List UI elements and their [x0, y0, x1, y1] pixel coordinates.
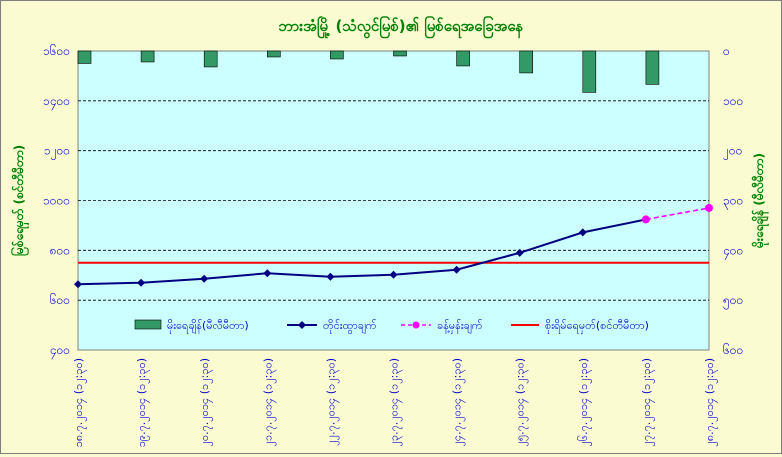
y-left-axis-title: မြစ်ရေမှတ် (စင်တီမီတာ) [9, 145, 30, 256]
x-tick-label: ၂၈.၇.၂၀၁၄ (၁၂:၃၀) [703, 358, 718, 447]
y-right-tick-label: ၃၀၀ [723, 194, 743, 211]
measured-point [515, 248, 524, 257]
y-right-tick-label: ၁၀၀ [723, 94, 743, 108]
x-tick-label: ၂၃.၇.၂၀၁၄ (၁၂:၃၀) [388, 358, 403, 447]
measured-line [77, 218, 647, 286]
rainfall-bar [393, 50, 407, 57]
rainfall-bar [266, 50, 281, 58]
legend-rainfall-swatch [134, 319, 162, 330]
measured-point [137, 278, 146, 287]
y-left-tick-label: ၁၀၀၀ [43, 194, 70, 208]
x-tick-label: ၂၇.၇.၂၀၁၄ (၁၂:၃၀) [640, 358, 655, 447]
rainfall-bar [77, 50, 92, 64]
y-left-tick-label: ၄၀၀ [50, 343, 70, 360]
y-left-tick-label: ၁၄၀၀ [43, 94, 70, 111]
y-right-tick-label: ၂၀၀ [723, 144, 742, 161]
legend-forecast-label: ခန့်မှန်းချက် [437, 319, 483, 334]
measured-point [200, 274, 209, 283]
legend-measured-label: တိုင်းထွာချက် [323, 319, 377, 334]
y-left-tick-label: ၁၆၀၀ [43, 43, 70, 58]
rainfall-bar [140, 50, 155, 63]
measured-point [389, 270, 398, 279]
x-tick-label: ၂၀.၇.၂၀၁၄ (၁၂:၃၀) [198, 358, 213, 447]
y-right-tick-label: ၆၀၀ [723, 342, 743, 357]
legend-rainfall-label: မိုးရေချိန်(မီလီမီတာ) [167, 319, 249, 334]
x-tick-label: ၂၄.၇.၂၀၁၄ (၁၂:၃၀) [451, 358, 466, 447]
x-tick-label: ၂၁.၇.၂၀၁၄ (၁၂:၃၀) [261, 358, 276, 447]
measured-point [326, 272, 335, 281]
forecast-point [705, 203, 713, 212]
legend-forecast-marker [412, 321, 420, 329]
x-tick-label: ၂၂.၇.၂၀၁၄ (၁၂:၃၀) [324, 358, 339, 446]
measured-point [74, 280, 82, 289]
rainfall-bar [519, 50, 534, 74]
y-right-axis-title: မိုးရေချိန် (မီလီမီတာ) [750, 153, 770, 249]
rainfall-bar [330, 50, 344, 60]
x-tick-label: ၂၆.၇.၂၀၁၄ (၁၂:၃၀) [577, 358, 592, 447]
forecast-line [645, 207, 710, 221]
forecast-point [641, 215, 650, 224]
x-tick-label: ၁၉.၇.၂၀၁၄ (၁၂:၃၀) [135, 358, 150, 447]
rainfall-bar [582, 50, 597, 93]
x-tick-label: ၂၅.၇.၂၀၁၄ (၁၂:၃၀) [514, 358, 529, 447]
rainfall-bar [456, 50, 470, 67]
y-right-tick-label: ၅၀၀ [723, 293, 743, 310]
measured-point [452, 265, 461, 274]
chart-title: ဘားအံမြို့ (သံလွင်မြစ်)၏ မြစ်ရေအခြေအနေ [279, 15, 524, 39]
rainfall-bar [645, 50, 660, 85]
legend-warning-label: စိုးရိမ်ရေမှတ်(စင်တီမီတာ) [545, 319, 649, 334]
rainfall-bar [203, 50, 218, 68]
legend-measured-marker [298, 321, 306, 329]
measured-point [578, 228, 587, 237]
x-tick-label: ၁၈.၇.၂၀၁၄ (၁၂:၃၀) [72, 358, 87, 447]
y-right-tick-label: ၄၀၀ [723, 243, 743, 260]
y-left-tick-label: ၆၀၀ [50, 292, 70, 307]
measured-point [263, 269, 272, 278]
y-left-tick-label: ၁၂၀၀ [44, 144, 70, 161]
y-left-tick-label: ၈၀၀ [50, 243, 70, 257]
y-right-tick-label: ၀ [723, 44, 730, 58]
